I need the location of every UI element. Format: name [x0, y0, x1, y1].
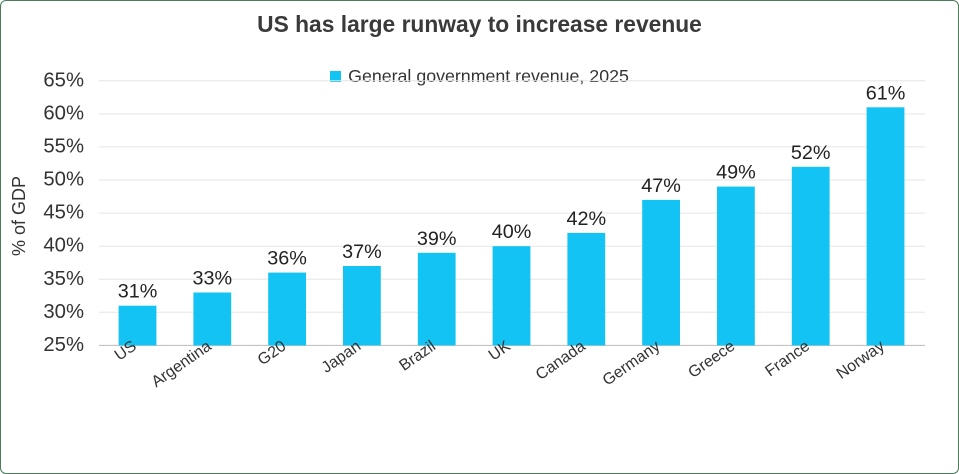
svg-text:61%: 61% [866, 82, 906, 104]
svg-text:36%: 36% [267, 248, 307, 270]
svg-text:42%: 42% [567, 208, 607, 230]
svg-text:50%: 50% [43, 169, 84, 191]
svg-text:45%: 45% [43, 202, 84, 224]
svg-text:40%: 40% [492, 221, 532, 243]
svg-text:Canada: Canada [533, 338, 589, 384]
svg-text:Greece: Greece [685, 338, 738, 382]
svg-text:47%: 47% [641, 175, 681, 197]
svg-text:52%: 52% [791, 142, 831, 164]
svg-text:25%: 25% [43, 334, 84, 356]
svg-text:Norway: Norway [834, 338, 888, 383]
svg-text:% of GDP: % of GDP [9, 176, 29, 256]
svg-text:31%: 31% [118, 281, 158, 303]
svg-text:Japan: Japan [319, 338, 364, 377]
svg-text:65%: 65% [43, 69, 84, 91]
svg-text:49%: 49% [716, 162, 756, 184]
svg-text:60%: 60% [43, 102, 84, 124]
svg-text:37%: 37% [342, 241, 382, 263]
svg-text:39%: 39% [417, 228, 457, 250]
svg-text:France: France [762, 338, 813, 381]
svg-text:40%: 40% [43, 235, 84, 257]
svg-text:55%: 55% [43, 135, 84, 157]
svg-text:Brazil: Brazil [396, 338, 439, 375]
svg-text:35%: 35% [43, 268, 84, 290]
svg-text:30%: 30% [43, 301, 84, 323]
svg-text:33%: 33% [193, 268, 233, 290]
